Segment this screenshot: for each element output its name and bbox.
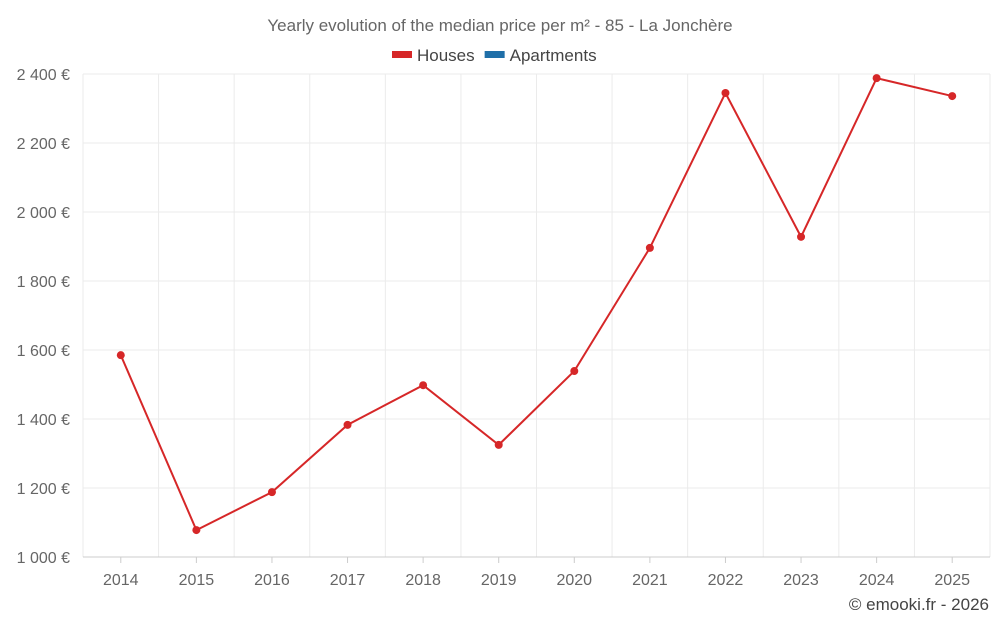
x-tick-label: 2021 [632,572,668,589]
data-point[interactable] [116,351,125,360]
x-tick-label: 2017 [330,572,366,589]
legend-label: Houses [417,46,475,65]
x-tick-label: 2015 [179,572,215,589]
x-tick-label: 2025 [934,572,970,589]
x-tick-label: 2023 [783,572,819,589]
credit: © emooki.fr - 2026 [849,595,989,614]
x-axis: 2014 2015 2016 2017 2018 2019 2020 2021 2022 2023… [83,556,990,589]
y-tick-label: 2 200 € [17,136,70,153]
legend: Houses Apartments [392,46,597,65]
data-point[interactable] [419,381,428,390]
data-point[interactable] [721,88,730,97]
legend-item-houses[interactable]: Houses [392,46,475,65]
x-tick-label: 2014 [103,572,139,589]
y-tick-label: 1 600 € [17,343,70,360]
legend-swatch [392,51,412,58]
series [116,74,957,535]
data-point[interactable] [494,440,503,449]
x-tick-label: 2022 [708,572,744,589]
legend-label: Apartments [510,46,597,65]
data-point[interactable] [343,420,352,429]
y-axis: 1 000 € 1 200 € 1 400 € 1 600 € 1 800 € 2 000… [17,67,70,567]
y-tick-label: 1 200 € [17,481,70,498]
x-tick-label: 2020 [556,572,592,589]
x-tick-label: 2018 [405,572,441,589]
legend-swatch [484,51,505,58]
data-point[interactable] [797,232,806,241]
y-tick-label: 1 800 € [17,274,70,291]
data-point[interactable] [192,526,201,535]
grid [82,73,991,558]
y-tick-label: 2 000 € [17,205,70,222]
x-tick-label: 2024 [859,572,895,589]
chart-title: Yearly evolution of the median price per… [267,16,732,35]
series-line-houses [119,76,953,532]
data-point[interactable] [872,74,881,83]
data-point[interactable] [570,367,579,376]
y-tick-label: 2 400 € [17,67,70,84]
x-tick-label: 2019 [481,572,517,589]
data-point[interactable] [948,92,957,101]
y-tick-label: 1 400 € [17,412,70,429]
y-tick-label: 1 000 € [17,550,70,567]
data-point[interactable] [267,488,276,497]
x-tick-label: 2016 [254,572,290,589]
legend-item-apartments[interactable]: Apartments [484,46,597,65]
data-point[interactable] [645,243,654,252]
